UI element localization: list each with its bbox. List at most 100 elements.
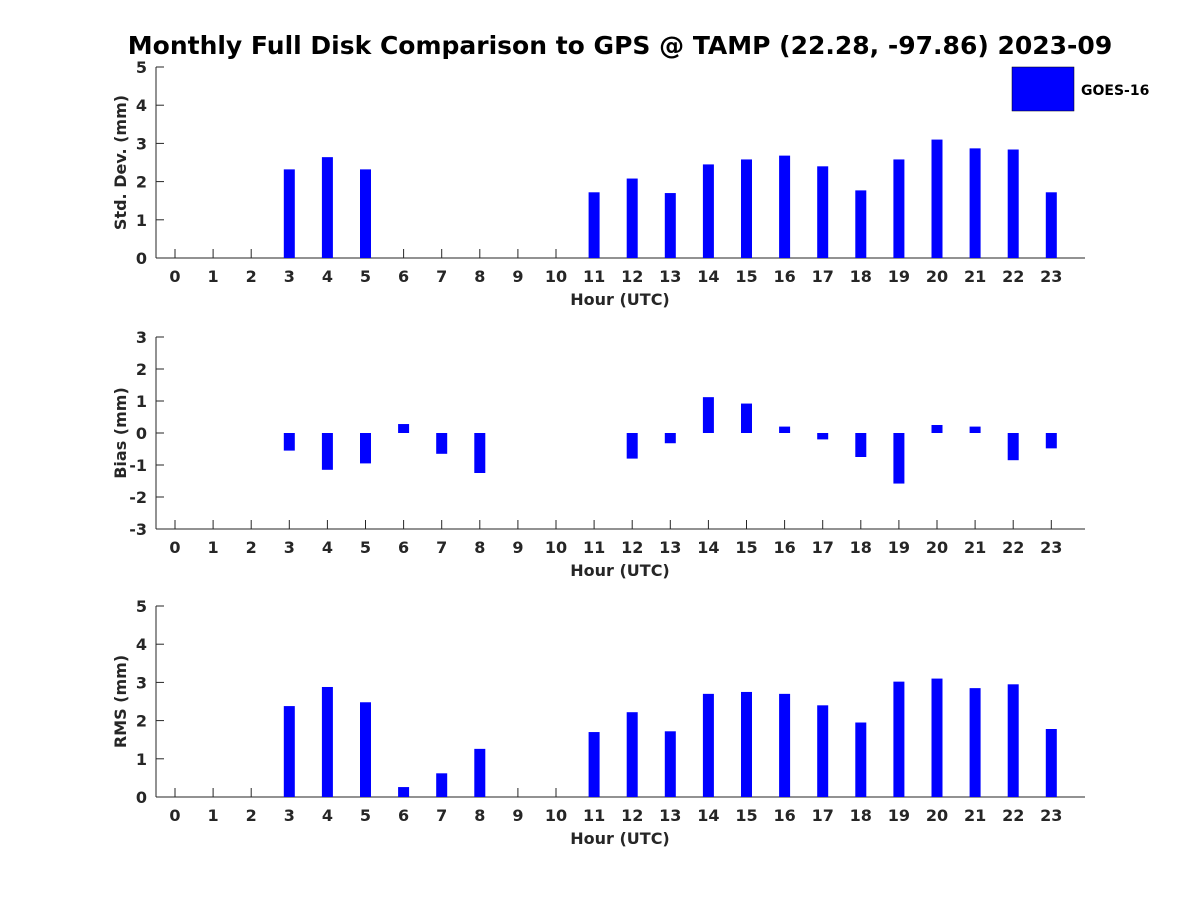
- bias-x-tick-label: 2: [246, 538, 257, 557]
- bias-x-tick-label: 6: [398, 538, 409, 557]
- std-dev-bar: [931, 139, 943, 258]
- bias-x-tick-label: 23: [1040, 538, 1062, 557]
- rms-bar: [321, 686, 333, 797]
- bias-y-tick-label: 1: [136, 392, 147, 411]
- bias-x-tick-label: 13: [659, 538, 681, 557]
- rms-x-tick-label: 18: [850, 806, 872, 825]
- rms-x-tick-label: 14: [697, 806, 719, 825]
- rms-x-tick-label: 20: [926, 806, 948, 825]
- std-dev-x-tick-label: 11: [583, 267, 605, 286]
- rms-x-tick-label: 15: [735, 806, 757, 825]
- bias-bar: [1045, 433, 1057, 449]
- std-dev-y-tick-label: 2: [136, 173, 147, 192]
- rms-x-tick-label: 10: [545, 806, 567, 825]
- std-dev-bar: [1007, 149, 1019, 258]
- rms-y-tick-label: 4: [136, 635, 147, 654]
- bias-x-tick-label: 1: [208, 538, 219, 557]
- bias-x-tick-label: 20: [926, 538, 948, 557]
- std-dev-bar: [1045, 192, 1057, 258]
- bias-bar: [283, 433, 295, 451]
- std-dev-x-tick-label: 13: [659, 267, 681, 286]
- rms-x-tick-label: 1: [208, 806, 219, 825]
- std-dev-x-tick-label: 23: [1040, 267, 1062, 286]
- rms-bar: [1045, 729, 1057, 797]
- std-dev-bar: [702, 164, 714, 258]
- std-dev-bar: [664, 193, 676, 258]
- std-dev-x-tick-label: 18: [850, 267, 872, 286]
- bias-bar: [893, 433, 905, 484]
- rms-bar: [855, 722, 867, 797]
- rms-bar: [1007, 684, 1019, 797]
- std-dev-x-tick-label: 15: [735, 267, 757, 286]
- std-dev-x-tick-label: 6: [398, 267, 409, 286]
- rms-bar: [893, 681, 905, 797]
- bias-bar: [626, 433, 638, 459]
- rms-bar: [626, 712, 638, 797]
- rms-y-tick-label: 3: [136, 673, 147, 692]
- std-dev-x-tick-label: 14: [697, 267, 719, 286]
- bias-y-tick-label: 2: [136, 360, 147, 379]
- std-dev-x-tick-label: 12: [621, 267, 643, 286]
- bias-y-tick-label: 3: [136, 328, 147, 347]
- rms-x-tick-label: 16: [773, 806, 795, 825]
- rms-x-tick-label: 19: [888, 806, 910, 825]
- std-dev-x-tick-label: 19: [888, 267, 910, 286]
- rms-bar: [360, 702, 371, 797]
- bias-x-tick-label: 15: [735, 538, 757, 557]
- bias-bar: [321, 433, 333, 470]
- std-dev-x-tick-label: 5: [360, 267, 371, 286]
- std-dev-x-tick-label: 21: [964, 267, 986, 286]
- rms-bar: [779, 693, 791, 797]
- rms-bar: [474, 748, 486, 797]
- bias-bar: [1007, 433, 1019, 461]
- rms-x-tick-label: 4: [322, 806, 333, 825]
- rms-x-tick-label: 3: [284, 806, 295, 825]
- bias-bar: [855, 433, 867, 457]
- rms-x-tick-label: 0: [169, 806, 180, 825]
- bias-x-tick-label: 8: [474, 538, 485, 557]
- rms-x-label: Hour (UTC): [570, 829, 670, 848]
- std-dev-x-tick-label: 0: [169, 267, 180, 286]
- bias-bar: [474, 433, 486, 473]
- rms-x-tick-label: 8: [474, 806, 485, 825]
- std-dev-y-tick-label: 4: [136, 96, 147, 115]
- std-dev-bar: [741, 159, 752, 258]
- bias-x-tick-label: 10: [545, 538, 567, 557]
- bias-x-tick-label: 9: [512, 538, 523, 557]
- bias-x-tick-label: 18: [850, 538, 872, 557]
- std-dev-x-tick-label: 22: [1002, 267, 1024, 286]
- bias-bar: [360, 433, 371, 464]
- legend-label: GOES-16: [1081, 83, 1149, 99]
- std-dev-x-tick-label: 4: [322, 267, 333, 286]
- bias-bar: [702, 397, 714, 433]
- rms-y-label: RMS (mm): [111, 655, 130, 748]
- rms-bar: [588, 732, 600, 797]
- rms-x-tick-label: 5: [360, 806, 371, 825]
- rms-y-tick-label: 2: [136, 712, 147, 731]
- std-dev-bar: [588, 192, 600, 258]
- std-dev-x-tick-label: 8: [474, 267, 485, 286]
- rms-bar: [398, 787, 410, 797]
- bias-bar: [969, 426, 981, 433]
- bias-y-tick-label: -1: [129, 456, 147, 475]
- rms-x-tick-label: 23: [1040, 806, 1062, 825]
- bias-x-tick-label: 7: [436, 538, 447, 557]
- bias-x-tick-label: 21: [964, 538, 986, 557]
- std-dev-bar: [283, 169, 295, 258]
- bias-x-tick-label: 14: [697, 538, 719, 557]
- rms-x-tick-label: 13: [659, 806, 681, 825]
- std-dev-bar: [969, 148, 981, 258]
- std-dev-x-tick-label: 2: [246, 267, 257, 286]
- rms-x-tick-label: 17: [812, 806, 834, 825]
- rms-bar: [436, 773, 448, 797]
- std-dev-x-tick-label: 20: [926, 267, 948, 286]
- std-dev-y-tick-label: 5: [136, 58, 147, 77]
- std-dev-bar: [817, 166, 829, 258]
- bias-x-label: Hour (UTC): [570, 561, 670, 580]
- std-dev-y-label: Std. Dev. (mm): [111, 95, 130, 230]
- std-dev-y-tick-label: 1: [136, 211, 147, 230]
- std-dev-x-tick-label: 1: [208, 267, 219, 286]
- bias-x-tick-label: 11: [583, 538, 605, 557]
